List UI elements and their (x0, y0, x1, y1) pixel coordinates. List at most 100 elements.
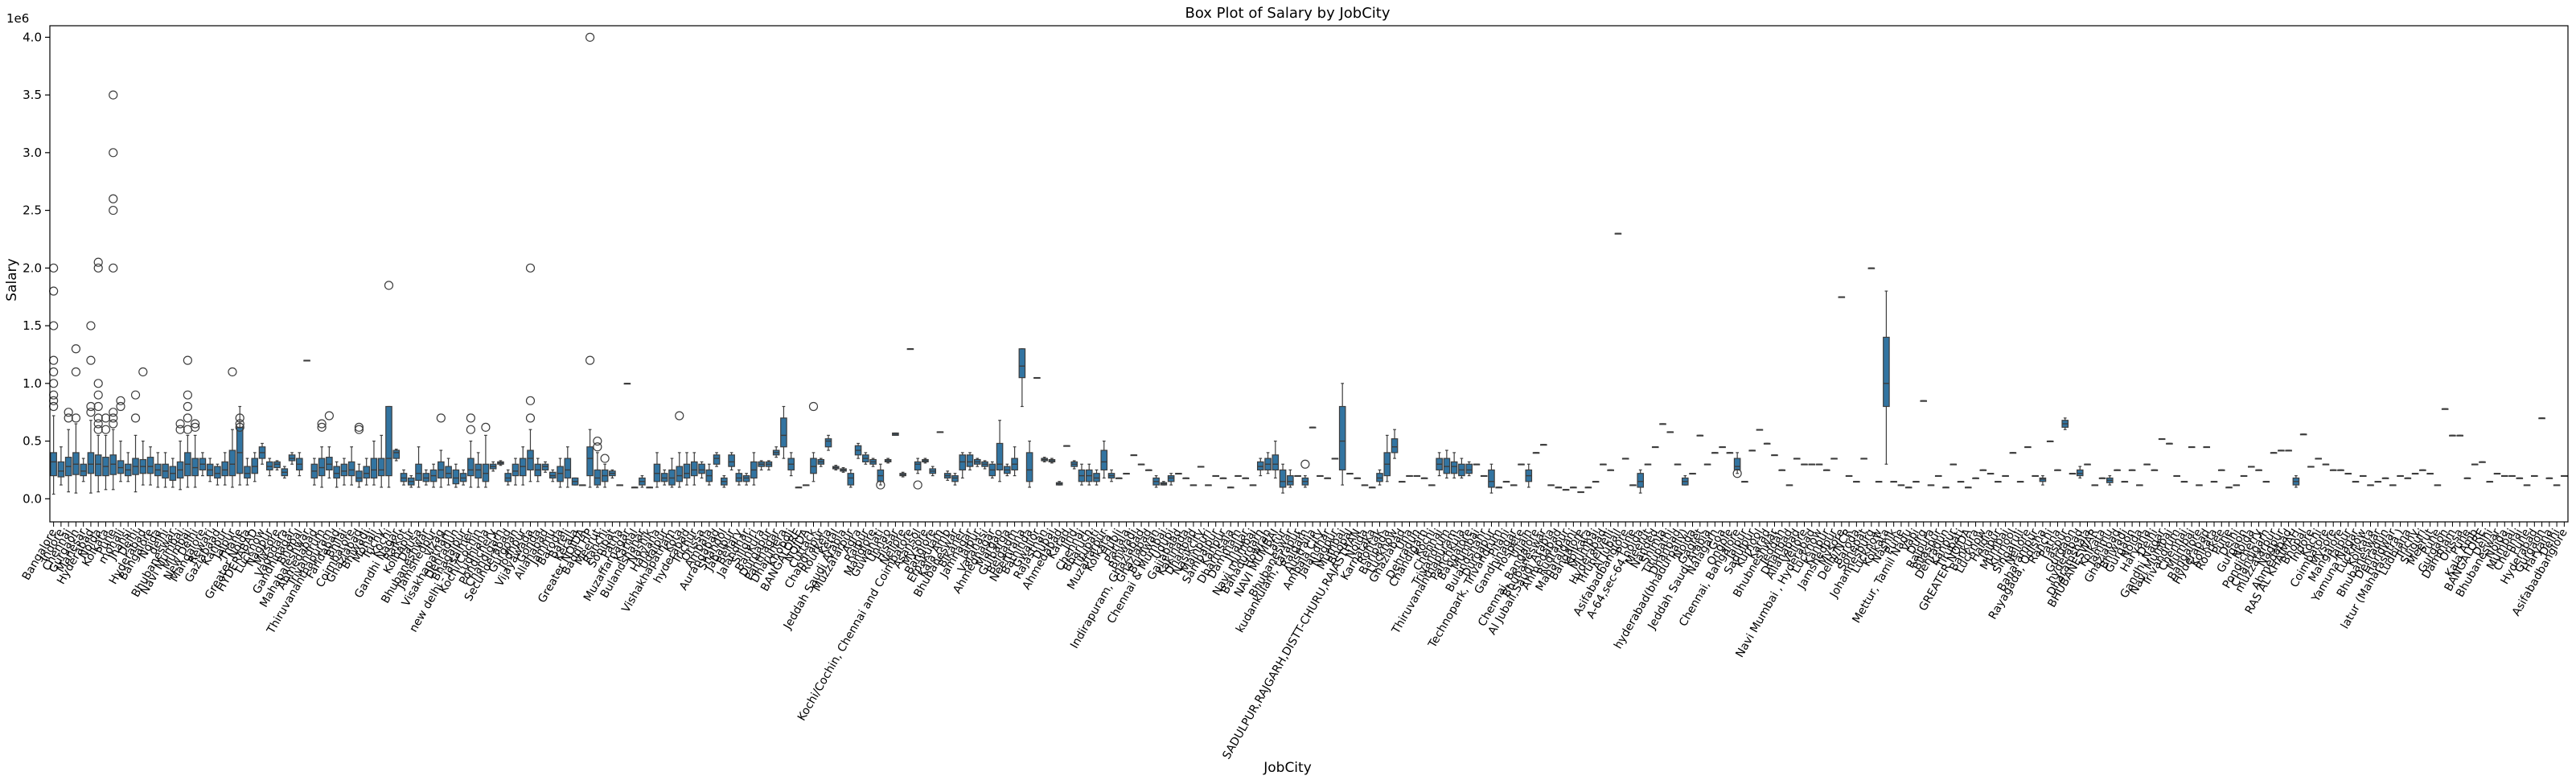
box-group (392, 449, 401, 462)
box (326, 457, 333, 471)
box (660, 473, 668, 482)
box-group (1473, 463, 1481, 466)
box-group (600, 454, 610, 488)
outlier-point (93, 425, 103, 434)
box-group (2389, 484, 2397, 486)
outlier-point (49, 379, 59, 388)
box-group (750, 452, 758, 486)
box-group (2367, 484, 2374, 486)
box-group (1555, 486, 1563, 489)
box (445, 466, 452, 479)
outlier-point (130, 390, 141, 400)
y-axis-title: Salary (4, 258, 20, 301)
box-group (1152, 475, 1160, 488)
box-group (2441, 408, 2449, 410)
box (519, 458, 527, 477)
box (564, 458, 572, 479)
box-group (1383, 434, 1391, 482)
box-group (787, 452, 795, 477)
box-group (966, 452, 974, 471)
box-group (1942, 486, 1949, 489)
y-tick-label: 0.0 (23, 491, 42, 506)
box (467, 458, 475, 477)
box-group (869, 458, 877, 467)
box-group (124, 452, 132, 482)
outlier-point (109, 419, 118, 429)
box (951, 475, 959, 482)
box-group (1413, 474, 1421, 478)
box-group (1793, 458, 1801, 460)
outlier-point (354, 422, 364, 432)
box-group (80, 458, 87, 482)
outlier-point (525, 396, 536, 405)
box-group (780, 405, 787, 459)
box-group (2039, 475, 2047, 486)
box-group (996, 420, 1004, 482)
box-group (772, 446, 780, 458)
box-group (705, 463, 713, 486)
outlier-point (183, 390, 192, 400)
box-group (1495, 486, 1503, 489)
box-group (363, 458, 370, 486)
box (1287, 475, 1294, 486)
box-group (71, 344, 81, 494)
outlier-point (384, 281, 394, 290)
box-group (2225, 486, 2233, 489)
box-group (2084, 463, 2091, 466)
outlier-point (183, 413, 192, 423)
box-group (162, 452, 169, 488)
box (1637, 473, 1645, 488)
box (676, 466, 684, 482)
box (87, 452, 95, 474)
box-group (2292, 475, 2300, 488)
outlier-point (71, 367, 81, 377)
box-group (795, 486, 803, 489)
box-group (377, 434, 385, 488)
box-group (1443, 449, 1451, 479)
box-group (616, 484, 623, 486)
box-group (1860, 458, 1867, 460)
outlier-point (86, 321, 96, 330)
outlier-point (525, 413, 536, 423)
box-group (1107, 469, 1115, 482)
box-group (1711, 452, 1719, 454)
box-group (2188, 446, 2196, 449)
box-group (1004, 463, 1011, 477)
box-group (86, 321, 96, 494)
box-group (512, 458, 520, 486)
box-group (2315, 458, 2322, 460)
outlier-point (466, 425, 475, 434)
box (117, 460, 125, 474)
box-group (354, 422, 364, 488)
box-group (1726, 452, 1734, 454)
outlier-point (235, 413, 244, 423)
box-group (2091, 484, 2099, 486)
box-group (2561, 474, 2568, 478)
box-group (631, 486, 639, 489)
box-group (109, 90, 118, 491)
box-group (2173, 474, 2180, 478)
box-group (2456, 434, 2463, 437)
box-group (146, 446, 154, 486)
box-group (407, 475, 415, 488)
box-group (548, 469, 557, 482)
outlier-point (183, 425, 192, 434)
box (228, 449, 236, 477)
box (57, 461, 65, 478)
outlier-point (191, 422, 200, 432)
box-group (1436, 452, 1443, 477)
box-group (206, 458, 214, 482)
box-group (1018, 348, 1026, 408)
box-group (735, 469, 743, 486)
box-group (2024, 446, 2032, 449)
box-group (1458, 458, 1465, 479)
box-group (333, 461, 340, 488)
box-group (1294, 474, 1301, 478)
box-group (1093, 469, 1100, 486)
box (333, 466, 340, 479)
box-group (2270, 452, 2278, 454)
box-group (475, 452, 482, 488)
box-group (1197, 466, 1205, 468)
outlier-point (101, 425, 111, 434)
box-group (1160, 481, 1168, 486)
